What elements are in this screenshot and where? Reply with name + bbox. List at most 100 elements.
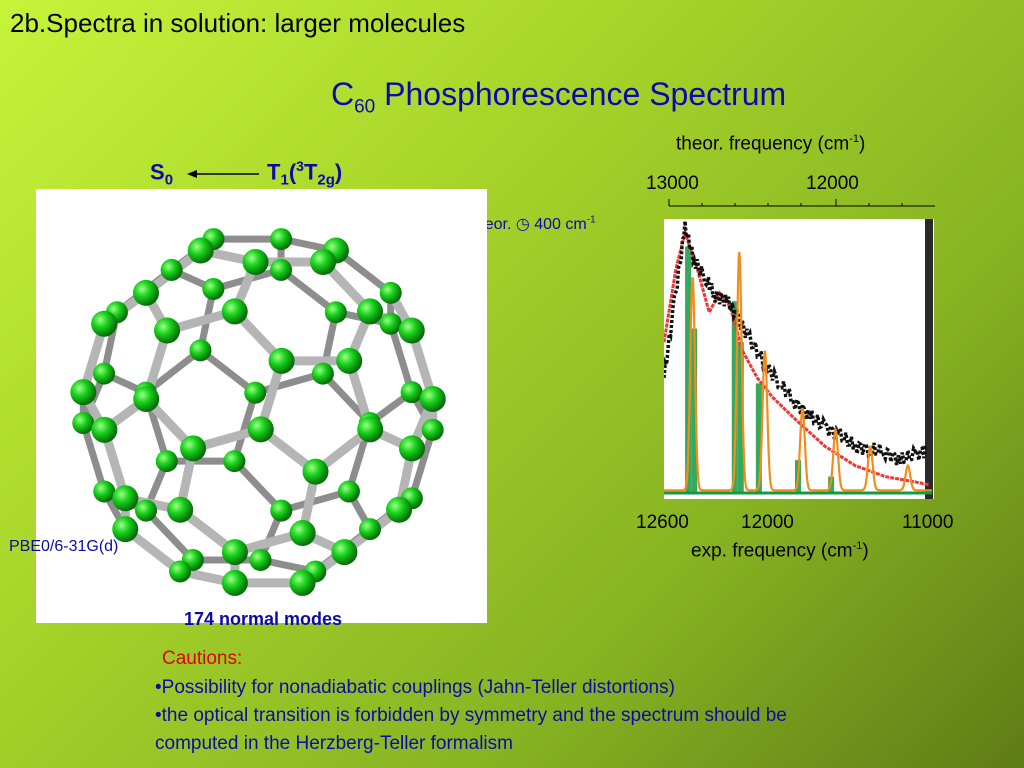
carbon-atom — [133, 279, 160, 306]
carbon-atom — [133, 385, 160, 412]
carbon-atom — [289, 569, 316, 596]
carbon-atom — [93, 362, 116, 385]
carbon-atom — [398, 317, 425, 344]
carbon-atom — [72, 412, 95, 435]
top-tick-label: 13000 — [646, 173, 699, 194]
carbon-atom — [270, 228, 293, 251]
carbon-atom — [242, 249, 269, 276]
carbon-atom — [419, 385, 446, 412]
slide-title: C60 Phosphorescence Spectrum — [331, 76, 786, 118]
carbon-atom — [331, 539, 358, 566]
paren-close: ) — [334, 159, 343, 185]
carbon-atom — [421, 418, 444, 441]
cautions-label: Cautions: — [162, 648, 243, 669]
carbon-atom — [310, 249, 337, 276]
paren-open: ( — [288, 159, 297, 185]
carbon-atom — [270, 499, 293, 522]
spectrum-svg — [662, 219, 933, 499]
carbon-atom — [324, 301, 347, 324]
t1-subscript: 1 — [280, 171, 289, 189]
bottom-tick-label: 12600 — [636, 512, 689, 533]
bond — [230, 457, 285, 515]
stick-line — [685, 246, 692, 493]
top-axis-label-text: theor. frequency (cm — [676, 133, 850, 155]
carbon-atom — [302, 458, 329, 485]
t1-letter: T — [267, 159, 281, 185]
carbon-atom — [189, 339, 212, 362]
carbon-atom — [167, 496, 194, 523]
bottom-axis-label-end: ) — [862, 540, 869, 562]
bottom-axis-label-sup: -1 — [852, 540, 863, 552]
plot-right-border — [925, 219, 933, 499]
title-subscript: 60 — [354, 96, 376, 118]
stick-line — [737, 342, 744, 493]
carbon-atom — [70, 379, 97, 406]
spectrum-plot — [662, 219, 934, 499]
bottom-tick-label: 11000 — [902, 512, 954, 533]
top-axis-label: theor. frequency (cm-1) — [676, 133, 865, 155]
bottom-axis-label-text: exp. frequency (cm — [691, 540, 853, 562]
carbon-atom — [221, 298, 248, 325]
title-main: C — [331, 76, 355, 112]
carbon-atom — [249, 548, 272, 571]
left-arrow-icon — [187, 169, 260, 178]
carbon-atom — [112, 516, 139, 543]
carbon-atom — [180, 435, 207, 462]
carbon-atom — [135, 499, 158, 522]
bullet-item: •the optical transition is forbidden by … — [155, 705, 787, 754]
carbon-atom — [155, 450, 178, 473]
s0-subscript: 0 — [164, 171, 174, 189]
transition-label: S0 T1(3T2g) — [150, 158, 342, 189]
carbon-atom — [247, 416, 274, 443]
slide-heading: 2b.Spectra in solution: larger molecules — [10, 8, 466, 38]
carbon-atom — [91, 310, 118, 337]
bottom-tick-label: 12000 — [741, 512, 794, 533]
delta-e-sup: -1 — [586, 214, 596, 226]
orange-series-line — [664, 251, 932, 492]
bond — [251, 370, 327, 397]
carbon-atom — [169, 560, 192, 583]
carbon-atom — [221, 569, 248, 596]
bond — [277, 488, 353, 515]
top-axis-label-sup: -1 — [849, 133, 859, 145]
t2-subscript: 2g — [317, 171, 335, 189]
top-axis-label-end: ) — [858, 133, 866, 155]
bond — [142, 507, 197, 564]
bond — [196, 346, 259, 397]
carbon-atom — [311, 362, 334, 385]
s0-letter: S — [150, 159, 165, 185]
fullerene-image — [36, 189, 487, 623]
bottom-axis-label: exp. frequency (cm-1) — [691, 540, 869, 562]
bond — [79, 419, 108, 496]
carbon-atom — [268, 347, 295, 374]
black-series-line — [662, 220, 929, 466]
carbon-atom — [379, 312, 402, 335]
stick-line — [691, 328, 698, 493]
carbon-atom — [154, 317, 181, 344]
carbon-atom — [160, 258, 183, 281]
carbon-atom — [91, 416, 118, 443]
carbon-atom — [357, 416, 384, 443]
bond — [387, 320, 416, 396]
top-tick-label: 12000 — [806, 173, 859, 194]
carbon-atom — [386, 496, 413, 523]
multiplicity-sup: 3 — [296, 158, 304, 174]
carbon-atom — [356, 298, 383, 325]
title-rest: Phosphorescence Spectrum — [375, 76, 787, 112]
carbon-atom — [202, 277, 225, 300]
bond — [277, 266, 340, 316]
bond — [408, 426, 437, 502]
carbon-atom — [336, 347, 363, 374]
top-axis — [668, 199, 935, 207]
carbon-atom — [221, 539, 248, 566]
carbon-atom — [112, 485, 139, 512]
carbon-atom — [337, 480, 360, 503]
carbon-atom — [400, 381, 423, 404]
carbon-atom — [289, 520, 316, 547]
t2-letter: T — [303, 159, 318, 185]
c60-molecule-drawing — [70, 228, 446, 596]
carbon-atom — [223, 450, 246, 473]
carbon-atom — [398, 435, 425, 462]
carbon-atom — [93, 480, 116, 503]
carbon-atom — [270, 258, 293, 281]
